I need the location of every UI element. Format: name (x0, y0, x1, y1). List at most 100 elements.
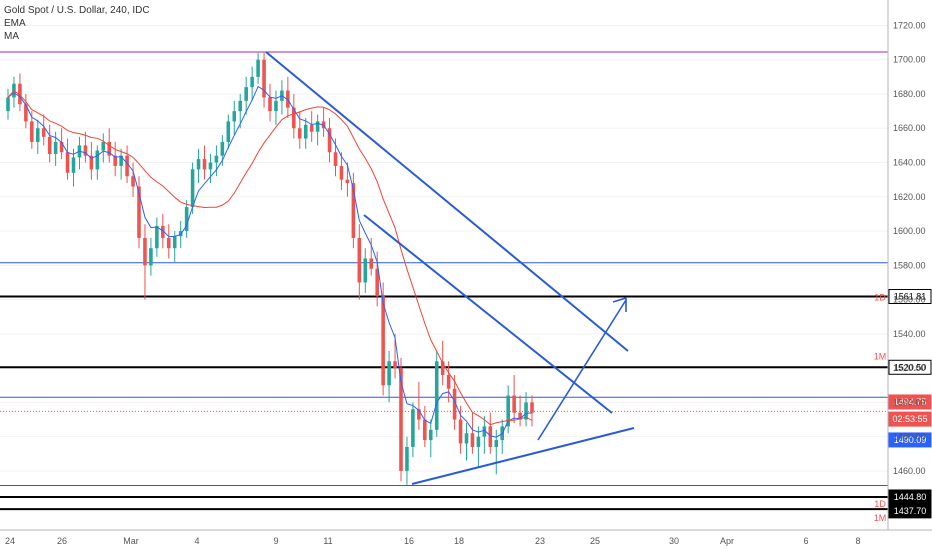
candle-body (6, 97, 10, 112)
time-tick-label: 30 (669, 536, 679, 546)
candle-body (107, 141, 112, 156)
candle-body (518, 412, 522, 420)
candle-body (440, 361, 445, 375)
timeframe-tag: 1D (874, 292, 886, 302)
candle-body (387, 361, 391, 386)
candle-body (220, 141, 225, 156)
ema-line (7, 85, 533, 438)
candle-body (530, 402, 534, 413)
candle-body (286, 90, 290, 108)
candle-body (101, 141, 106, 151)
candle-body (423, 419, 427, 441)
price-tick-label: 1520.00 (893, 363, 926, 373)
ema-price-tag-bg (888, 432, 932, 448)
candle-body (226, 121, 231, 142)
price-tick-label: 1600.00 (893, 226, 926, 236)
timeframe-tag: 1M (874, 351, 887, 361)
candle-body (315, 121, 320, 132)
candle-body (244, 87, 248, 101)
projection-arrow-head (612, 296, 627, 312)
indicator-lines (7, 85, 533, 438)
candle-body (137, 186, 141, 238)
chart-grid (0, 24, 888, 472)
candle-body (47, 136, 52, 154)
candle-body (327, 128, 332, 153)
price-tick-label: 1580.00 (893, 260, 926, 270)
candle-body (59, 141, 64, 153)
candle-body (339, 165, 344, 180)
candle-body (512, 395, 516, 413)
candle-body (113, 155, 117, 166)
candle-body (524, 402, 528, 420)
candle-body (143, 237, 147, 266)
trend-drawings (265, 51, 635, 485)
candle-body (53, 141, 58, 154)
symbol-title[interactable]: Gold Spot / U.S. Dollar, 240, IDC (4, 5, 150, 16)
candle-body (262, 59, 266, 98)
candle-body (428, 429, 433, 441)
price-tick-label: 1620.00 (893, 192, 926, 202)
ma-label[interactable]: MA (4, 31, 19, 42)
level-1561-tag: 1561.81 (894, 291, 927, 301)
timeframe-tag: 1D (874, 499, 886, 509)
candle-body (309, 124, 314, 132)
time-tick-label: 23 (535, 536, 545, 546)
middle-trendline (363, 214, 613, 414)
candle-body (24, 104, 28, 122)
time-tick-label: Apr (720, 536, 734, 546)
candle-body (488, 426, 493, 447)
candle-body (149, 248, 153, 266)
timeframe-tag: 1M (874, 513, 887, 523)
candle-body (375, 268, 379, 297)
candle-body (41, 128, 46, 137)
candle-body (18, 83, 22, 105)
candle-body (411, 409, 415, 447)
price-tick-label: 1540.00 (893, 329, 926, 339)
candle-body (30, 121, 34, 142)
candle-body (297, 128, 302, 139)
price-axis[interactable]: 1460.00 1480.00 1500.00 1520.00 1540.00 1560.… (887, 0, 926, 530)
candle-body (161, 225, 165, 238)
candle-body (190, 169, 195, 208)
candle-body (35, 128, 40, 142)
candle-body (333, 152, 338, 166)
time-tick-label: 26 (57, 536, 67, 546)
candle-body (232, 111, 237, 122)
time-tick-label: 18 (454, 536, 464, 546)
candle-body (393, 361, 397, 369)
candle-body (196, 159, 201, 170)
candle-body (238, 100, 243, 112)
price-tick-label: 1560.00 (893, 295, 926, 305)
candle-body (71, 157, 76, 173)
candle-body (303, 124, 308, 139)
price-tick-label: 1660.00 (893, 123, 926, 133)
candle-body (256, 59, 260, 77)
current-price-tag-bg (888, 394, 932, 410)
level-1444-tag: 1444.80 (894, 492, 927, 502)
price-tick-label: 1500.00 (893, 397, 926, 407)
price-tick-label: 1680.00 (893, 89, 926, 99)
time-tick-label: 4 (194, 536, 199, 546)
time-tick-label: 8 (855, 536, 860, 546)
candle-body (202, 159, 207, 170)
projection-arrow-line (537, 299, 627, 441)
ema-label[interactable]: EMA (4, 18, 26, 29)
time-tick-label: 11 (323, 536, 332, 546)
candle-body (381, 296, 385, 386)
time-tick-label: 24 (5, 536, 15, 546)
time-tick-label: Mar (123, 536, 139, 546)
candle-body (399, 368, 403, 471)
candle-body (178, 231, 183, 237)
chart-legend: Gold Spot / U.S. Dollar, 240, IDC EMA MA (4, 4, 150, 43)
candle-body (434, 361, 439, 430)
candle-body (369, 258, 374, 269)
time-axis[interactable]: 24 26 Mar 4 9 11 16 18 23 25 30 Apr 6 8 (0, 529, 932, 546)
candle-body (506, 395, 510, 427)
candle-body (357, 237, 362, 283)
candle-body (464, 433, 469, 444)
candle-body (274, 100, 278, 112)
time-tick-label: 9 (273, 536, 278, 546)
candle-body (131, 176, 135, 187)
candle-body (470, 433, 475, 447)
